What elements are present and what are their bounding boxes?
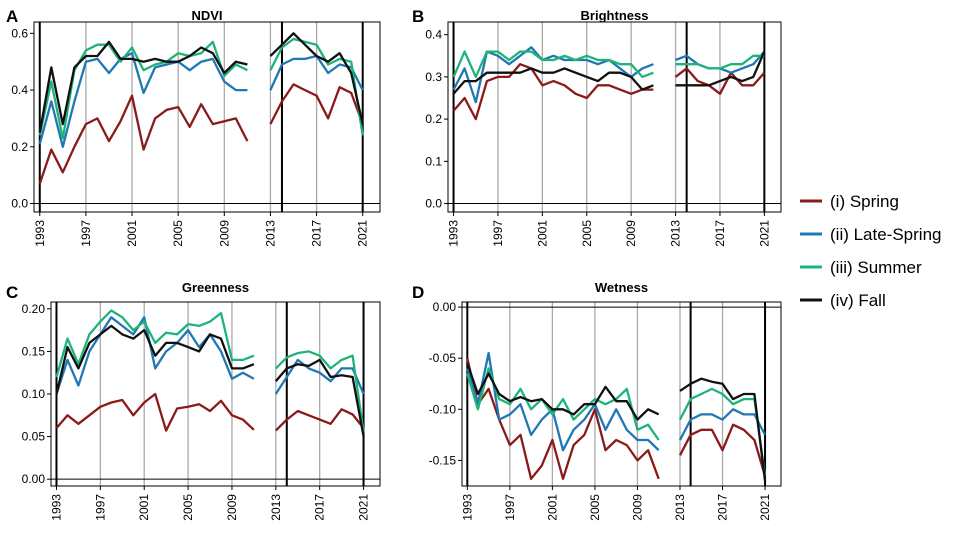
x-tick-label: 1997 (93, 494, 107, 521)
panel-a: A NDVI 0.0 0.2 0.4 0.6 1993 1997 2001 2005 2009 201… (6, 7, 381, 247)
panel-c: C Greenness 0.00 0.05 0.10 0.15 0.20 1993 1997 20… (6, 280, 381, 521)
x-tick-label: 2009 (217, 220, 231, 247)
panel-d: D Wetness 0.00 -0.05 -0.10 -0.15 1993 1997 2001 2… (412, 280, 782, 521)
panel-b: B Brightness 0.0 0.1 0.2 0.3 0.4 1993 1997 2001 20… (412, 7, 782, 247)
y-tick-label: 0.20 (22, 302, 46, 316)
x-tick-label: 1993 (447, 220, 461, 247)
y-tick-label: -0.15 (429, 453, 457, 467)
x-tick-label: 2021 (356, 220, 370, 247)
series-line-3 (55, 309, 365, 433)
x-tick-label: 2013 (263, 220, 277, 247)
panel-letter: D (412, 283, 424, 302)
series-line-1 (38, 83, 364, 184)
panel-title: NDVI (191, 8, 222, 23)
panel-title: Wetness (595, 280, 648, 295)
legend-label: (iii) Summer (830, 258, 922, 277)
legend: (i) Spring (ii) Late-Spring (iii) Summer (i… (800, 192, 942, 310)
series-line-4 (466, 362, 767, 482)
x-tick-label: 1997 (491, 220, 505, 247)
x-tick-label: 2013 (673, 494, 687, 521)
x-tick-label: 2021 (357, 494, 371, 521)
x-tick-label: 2017 (716, 494, 730, 521)
x-tick-label: 2005 (181, 494, 195, 521)
y-tick-label: 0.0 (11, 196, 28, 210)
series-line-2 (38, 52, 364, 148)
series-line-2 (466, 351, 767, 452)
y-tick-label: 0.4 (425, 28, 442, 42)
y-tick-label: 0.2 (11, 140, 28, 154)
legend-label: (i) Spring (830, 192, 899, 211)
y-tick-label: 0.4 (11, 83, 28, 97)
x-tick-label: 1993 (49, 494, 63, 521)
y-tick-label: -0.05 (429, 351, 457, 365)
y-tick-label: 0.15 (22, 344, 46, 358)
y-tick-label: 0.3 (425, 70, 442, 84)
series-line-2 (452, 46, 766, 104)
x-tick-label: 2001 (545, 494, 559, 521)
panel-title: Greenness (182, 280, 249, 295)
x-tick-label: 2005 (588, 494, 602, 521)
x-tick-label: 1997 (79, 220, 93, 247)
series-line-3 (452, 50, 765, 79)
series-line-3 (466, 367, 767, 476)
x-tick-label: 2013 (669, 220, 683, 247)
x-tick-label: 2017 (713, 220, 727, 247)
x-tick-label: 2009 (624, 220, 638, 247)
x-tick-label: 1993 (460, 494, 474, 521)
plot-frame (447, 21, 782, 213)
x-tick-label: 1997 (503, 494, 517, 521)
panel-letter: C (6, 283, 18, 302)
x-tick-label: 2021 (758, 494, 772, 521)
series-line-2 (55, 316, 365, 395)
y-tick-label: 0.10 (22, 387, 46, 401)
legend-label: (iv) Fall (830, 291, 886, 310)
series-line-1 (452, 63, 766, 121)
series-line-4 (452, 51, 766, 95)
y-tick-label: 0.2 (425, 112, 442, 126)
y-tick-label: 0.6 (11, 26, 28, 40)
x-tick-label: 2009 (630, 494, 644, 521)
y-tick-label: 0.05 (22, 430, 46, 444)
x-tick-label: 2021 (757, 220, 771, 247)
legend-label: (ii) Late-Spring (830, 225, 942, 244)
x-tick-label: 2017 (313, 494, 327, 521)
panel-letter: A (6, 7, 18, 26)
series-line-4 (38, 32, 364, 133)
y-tick-label: 0.00 (22, 472, 46, 486)
x-tick-label: 2001 (535, 220, 549, 247)
panel-title: Brightness (581, 8, 649, 23)
y-tick-label: 0.00 (433, 300, 457, 314)
x-tick-label: 2013 (269, 494, 283, 521)
x-tick-label: 2001 (125, 220, 139, 247)
x-tick-label: 2009 (225, 494, 239, 521)
x-tick-label: 2001 (137, 494, 151, 521)
y-tick-label: 0.1 (425, 154, 442, 168)
x-tick-label: 2005 (171, 220, 185, 247)
panel-letter: B (412, 7, 424, 26)
y-tick-label: 0.0 (425, 197, 442, 211)
plot-frame (461, 301, 782, 487)
y-tick-label: -0.10 (429, 402, 457, 416)
x-tick-label: 2017 (310, 220, 324, 247)
series-line-1 (55, 392, 365, 432)
plot-frame (33, 21, 381, 213)
x-tick-label: 1993 (33, 220, 47, 247)
series-line-4 (55, 324, 365, 437)
x-tick-label: 2005 (580, 220, 594, 247)
